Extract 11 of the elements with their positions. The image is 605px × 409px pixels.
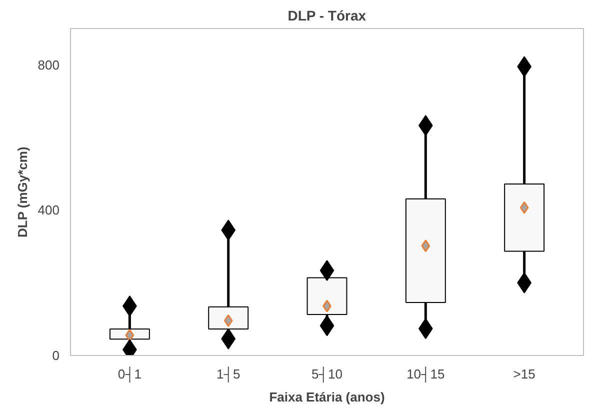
y-tick-label: 800 [38,57,60,72]
x-tick-label: 10┤15 [406,366,445,382]
x-tick-label: 0┤1 [118,366,142,382]
x-axis-title: Faixa Etária (anos) [269,390,385,404]
x-tick-label: 1┤5 [216,366,240,382]
y-tick-label: 0 [52,348,60,363]
y-tick-label: 400 [38,202,60,218]
y-axis-title: DLP (mGy*cm) [14,146,30,238]
x-tick-label: 5┤10 [312,366,342,382]
chart-title: DLP - Tórax [288,8,366,24]
x-tick-label: >15 [513,366,536,382]
